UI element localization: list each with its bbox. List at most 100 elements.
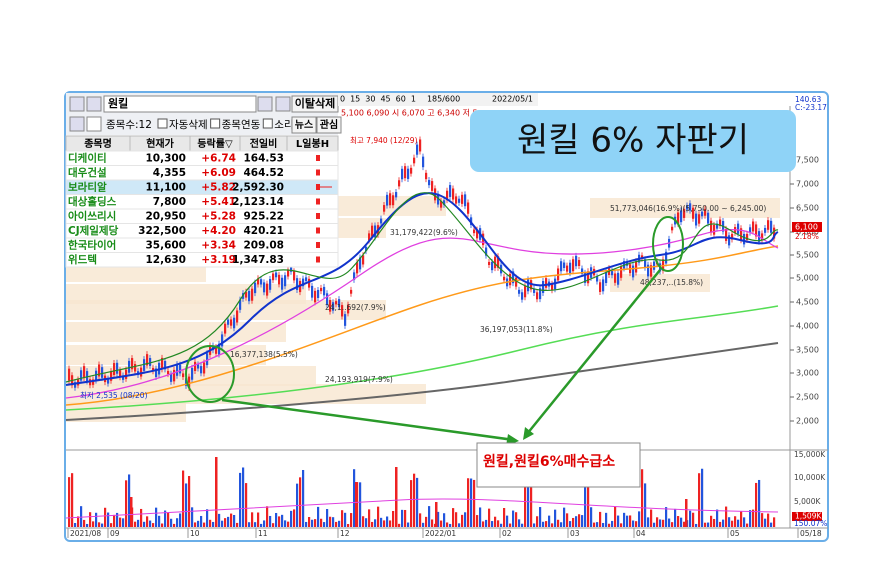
volume-bar bbox=[401, 509, 404, 527]
volume-bar bbox=[659, 519, 662, 527]
price-axis-label: 2,000 bbox=[796, 417, 819, 426]
toolbar-button[interactable] bbox=[316, 116, 342, 134]
volume-bar bbox=[416, 477, 419, 527]
volume-bar bbox=[233, 514, 236, 527]
candle-body bbox=[560, 261, 563, 272]
volume-bar bbox=[221, 520, 224, 527]
volume-bar bbox=[563, 507, 566, 527]
volume-bar bbox=[386, 516, 389, 527]
volume-bar bbox=[533, 523, 536, 527]
candle-body bbox=[317, 289, 320, 298]
search-input[interactable] bbox=[103, 95, 257, 113]
candle-body bbox=[746, 233, 749, 241]
volume-bar bbox=[722, 519, 725, 527]
volume-bar bbox=[764, 518, 767, 527]
candle-body bbox=[515, 277, 518, 287]
candle-body bbox=[527, 279, 530, 292]
candle-body bbox=[95, 370, 98, 381]
period-button[interactable]: 60 bbox=[396, 95, 406, 104]
volume-bar bbox=[257, 512, 260, 527]
candle-body bbox=[647, 264, 650, 277]
volume-bar bbox=[293, 509, 296, 527]
candle-body bbox=[578, 260, 581, 266]
candle-body bbox=[233, 317, 236, 329]
candle-body bbox=[149, 358, 152, 366]
candle-body bbox=[107, 378, 110, 384]
header-label: 등락률▽ bbox=[197, 138, 233, 150]
period-button[interactable]: 45 bbox=[380, 95, 390, 104]
volume-bar bbox=[245, 483, 248, 527]
volume-bar bbox=[398, 523, 401, 527]
period-button[interactable]: 30 bbox=[365, 95, 375, 104]
price-axis-label: 6,500 bbox=[796, 204, 819, 213]
volume-bar bbox=[110, 523, 113, 527]
candle-body bbox=[191, 367, 194, 380]
checkbox[interactable] bbox=[157, 118, 168, 129]
candle-body bbox=[80, 370, 83, 381]
volume-bar bbox=[488, 508, 491, 527]
volume-bar bbox=[248, 522, 251, 527]
checkbox[interactable] bbox=[262, 118, 273, 129]
icon-button[interactable] bbox=[86, 116, 102, 132]
volume-bar bbox=[344, 512, 347, 527]
candle-body bbox=[743, 233, 746, 245]
volume-bar bbox=[569, 521, 572, 527]
candle-body bbox=[458, 198, 461, 203]
icon-button[interactable] bbox=[69, 96, 85, 112]
volume-bar bbox=[260, 523, 263, 527]
period-button[interactable]: 15 bbox=[350, 95, 360, 104]
candle-body bbox=[251, 288, 254, 301]
checkbox[interactable] bbox=[210, 118, 221, 129]
volume-profile-band bbox=[610, 274, 710, 292]
volume-bar bbox=[554, 509, 557, 527]
current-price: 4,355 bbox=[153, 167, 186, 179]
price-axis-label: 7,500 bbox=[796, 156, 819, 165]
candle-body bbox=[218, 343, 221, 355]
volume-bar bbox=[191, 507, 194, 527]
candle-body bbox=[362, 255, 365, 265]
candle-body bbox=[350, 289, 353, 294]
candle-body bbox=[221, 334, 224, 347]
volume-bar bbox=[698, 473, 701, 527]
volume-bar bbox=[557, 519, 560, 527]
volume-spike bbox=[685, 499, 688, 527]
daily-bar bbox=[316, 227, 320, 234]
candle-body bbox=[401, 168, 404, 180]
candle-body bbox=[194, 361, 197, 371]
change-rate: +6.09 bbox=[201, 167, 236, 179]
volume-bar bbox=[650, 509, 653, 527]
icon-button[interactable] bbox=[257, 96, 273, 112]
volume-bar bbox=[194, 522, 197, 527]
volume-bar bbox=[581, 515, 584, 527]
icon-button[interactable] bbox=[69, 116, 85, 132]
period-button[interactable]: 0 bbox=[340, 95, 345, 104]
volume-bar bbox=[443, 513, 446, 527]
table-row[interactable] bbox=[65, 252, 339, 268]
icon-button[interactable] bbox=[86, 96, 102, 112]
volume-bar bbox=[602, 522, 605, 527]
icon-button[interactable] bbox=[275, 96, 291, 112]
volume-bar bbox=[179, 513, 182, 527]
candle-body bbox=[731, 233, 734, 240]
indicator-label: 140.63 bbox=[795, 95, 821, 104]
volume-bar bbox=[623, 512, 626, 527]
candle-body bbox=[101, 367, 104, 378]
candle-body bbox=[311, 285, 314, 298]
volume-bar bbox=[578, 514, 581, 527]
volume-bar bbox=[314, 519, 317, 527]
volume-bar bbox=[599, 511, 602, 527]
toolbar-button[interactable] bbox=[291, 116, 317, 134]
volume-bar bbox=[512, 510, 515, 527]
period-button[interactable]: 1 bbox=[411, 95, 416, 104]
candle-body bbox=[386, 194, 389, 206]
volume-bar bbox=[740, 511, 743, 527]
volume-bar bbox=[302, 469, 305, 527]
volume-bar bbox=[692, 512, 695, 527]
volume-bar bbox=[284, 520, 287, 527]
candle-body bbox=[308, 278, 311, 288]
candle-body bbox=[293, 271, 296, 281]
candle-body bbox=[407, 168, 410, 179]
volume-bar bbox=[542, 521, 545, 527]
volume-bar bbox=[353, 469, 356, 527]
volume-bar bbox=[140, 508, 143, 527]
